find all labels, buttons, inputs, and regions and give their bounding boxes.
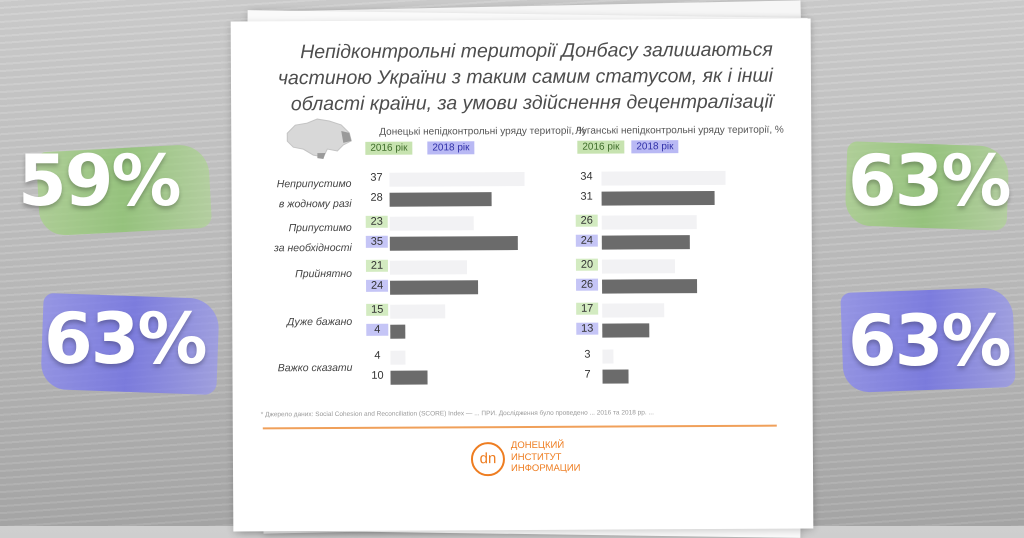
bar xyxy=(601,215,697,230)
category-label-line: Неприпустимо xyxy=(276,177,352,191)
data-label: 37 xyxy=(370,171,383,184)
stat-right-2018: 63% xyxy=(848,300,1012,382)
bar xyxy=(602,323,650,338)
category-label-line: Дуже бажано xyxy=(286,315,353,329)
bar xyxy=(389,260,467,275)
legend-2016-donetsk: 2016 рік xyxy=(365,141,413,155)
bar xyxy=(602,279,698,294)
data-label: 17 xyxy=(576,302,599,315)
data-label: 35 xyxy=(365,235,388,248)
dn-logo-icon: dn xyxy=(470,442,506,477)
data-label: 10 xyxy=(371,369,384,382)
data-label: 21 xyxy=(365,259,388,272)
stat-right-2016: 63% xyxy=(848,140,1012,222)
source-footnote: * Джерело даних: Social Cohesion and Rec… xyxy=(260,409,654,419)
bar xyxy=(390,350,406,365)
bar xyxy=(390,304,446,319)
chart-title: Непідконтрольні території Донбасу залиша… xyxy=(231,37,773,118)
bar xyxy=(601,259,675,274)
data-label: 24 xyxy=(575,234,598,247)
category-label-line: за необхідності xyxy=(273,241,352,255)
bar xyxy=(389,216,474,231)
category-label: Неприпустимо в жодному разі xyxy=(231,177,352,213)
panel-title-luhansk: Луганські непідконтрольні уряду територі… xyxy=(575,124,784,137)
bar xyxy=(389,192,492,207)
bar xyxy=(390,370,428,385)
footer-divider xyxy=(262,424,777,430)
category-label: Важко сказати xyxy=(232,361,353,377)
legend-2018-donetsk: 2018 рік xyxy=(427,141,475,155)
bar xyxy=(601,190,715,206)
title-line-2: частиною України з таким самим статусом,… xyxy=(277,64,774,90)
data-label: 26 xyxy=(576,278,599,291)
bar xyxy=(390,280,479,295)
title-line-1: Непідконтрольні території Донбасу залиша… xyxy=(300,38,773,64)
logo-line-1: ДОНЕЦКИЙ xyxy=(510,439,565,452)
bar xyxy=(601,170,726,186)
category-label: Прийнятно xyxy=(232,267,352,283)
data-label: 15 xyxy=(366,303,389,316)
data-label: 26 xyxy=(575,214,598,227)
ukraine-map-icon xyxy=(286,118,352,160)
data-label: 3 xyxy=(584,348,591,361)
legend-2018-luhansk: 2018 рік xyxy=(631,140,679,154)
bar xyxy=(602,369,629,384)
category-label-line: Припустимо xyxy=(288,221,352,235)
data-label: 20 xyxy=(575,258,598,271)
category-label: Дуже бажано xyxy=(232,315,352,331)
legend-2016-luhansk: 2016 рік xyxy=(577,140,625,154)
category-label-line: Прийнятно xyxy=(295,267,353,281)
category-label: Припустимо за необхідності xyxy=(232,221,352,257)
logo-line-3: ИНФОРМАЦИИ xyxy=(510,462,581,475)
data-label: 4 xyxy=(366,323,389,336)
infographic-sheet: Непідконтрольні території Донбасу залиша… xyxy=(230,18,814,532)
data-label: 28 xyxy=(370,191,383,204)
data-label: 13 xyxy=(576,322,599,335)
data-label: 7 xyxy=(584,368,591,381)
bar xyxy=(602,303,665,318)
data-label: 24 xyxy=(366,279,389,292)
category-label-line: в жодному разі xyxy=(278,197,352,211)
data-label: 34 xyxy=(580,170,593,183)
bar xyxy=(389,236,518,251)
logo-line-2: ИНСТИТУТ xyxy=(510,451,562,463)
data-label: 31 xyxy=(580,190,593,203)
category-label-line: Важко сказати xyxy=(277,361,353,375)
bar xyxy=(601,235,690,250)
bar xyxy=(602,349,614,364)
bar xyxy=(390,324,406,339)
stat-left-2018: 63% xyxy=(44,298,208,380)
data-label: 23 xyxy=(365,215,388,228)
logo-text: ДОНЕЦКИЙ ИНСТИТУТ ИНФОРМАЦИИ xyxy=(511,440,581,475)
data-label: 4 xyxy=(374,349,381,362)
stat-left-2016: 59% xyxy=(18,140,182,222)
bar xyxy=(389,171,525,187)
panel-title-donetsk: Донецькі непідконтрольні уряду території… xyxy=(379,125,586,138)
